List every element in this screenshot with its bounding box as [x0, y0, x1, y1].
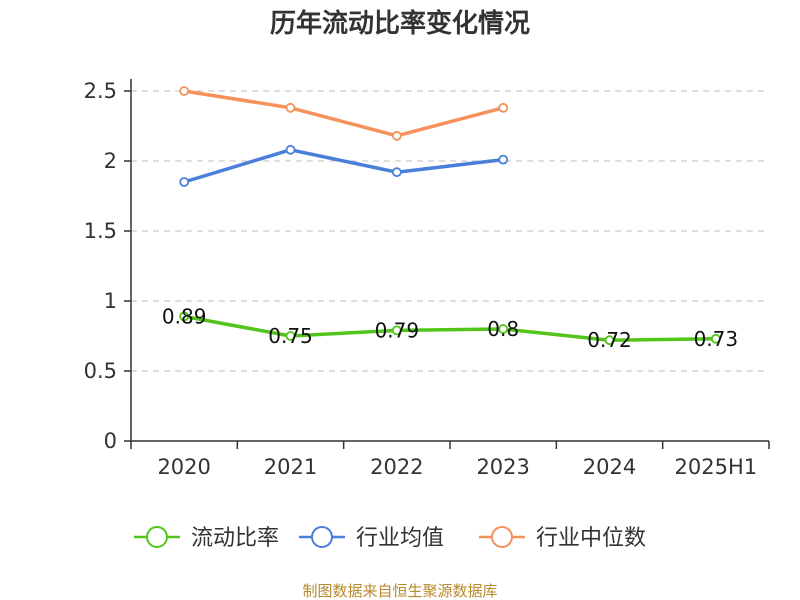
source-note: 制图数据来自恒生聚源数据库 [302, 582, 497, 600]
data-label: 0.73 [694, 327, 739, 351]
legend[interactable]: 流动比率 行业均值 行业中位数 [134, 526, 646, 551]
data-label: 0.8 [487, 317, 519, 341]
data-point [604, 335, 615, 346]
data-point [498, 154, 509, 165]
data-point [391, 130, 402, 141]
data-label: 0.72 [587, 328, 632, 352]
axes: 0 0.5 1 1.5 2 2.5 2020 2021 2022 2023 2024 2025H1 [84, 79, 770, 479]
x-tick-label: 2025H1 [675, 455, 758, 479]
y-tick-label: 1 [104, 289, 117, 313]
series-line [183, 89, 504, 138]
y-tick-label: 2 [104, 149, 117, 173]
y-tick-label: 2.5 [84, 79, 117, 103]
data-point [391, 167, 402, 178]
data-point [498, 324, 509, 334]
series-line [183, 314, 716, 342]
legend-item[interactable]: 行业均值 [299, 526, 444, 551]
y-tick-label: 1.5 [84, 219, 117, 243]
data-label: 0.75 [268, 324, 313, 348]
series-line [183, 148, 504, 184]
legend-marker [146, 526, 168, 548]
y-tick-label: 0 [104, 429, 117, 453]
data-point [179, 86, 190, 96]
legend-marker [311, 526, 333, 548]
legend-item[interactable]: 流动比率 [134, 526, 279, 551]
data-point [179, 311, 190, 322]
data-point [285, 144, 296, 155]
x-tick-label: 2020 [157, 455, 210, 479]
series-lines [179, 86, 721, 346]
data-point [391, 325, 402, 336]
data-point [498, 102, 509, 113]
data-point [285, 102, 296, 113]
x-tick-label: 2021 [264, 455, 317, 479]
chart-title: 历年流动比率变化情况 [270, 8, 530, 39]
data-point [179, 177, 190, 187]
data-label: 0.89 [162, 304, 207, 328]
data-point [285, 331, 296, 341]
data-label: 0.79 [375, 318, 420, 342]
data-point [710, 333, 721, 344]
legend-label: 行业中位数 [536, 526, 646, 551]
x-tick-label: 2022 [370, 455, 423, 479]
grid-lines [131, 90, 769, 372]
legend-marker [491, 526, 513, 548]
legend-item[interactable]: 行业中位数 [479, 526, 646, 551]
x-tick-label: 2023 [476, 455, 529, 479]
y-tick-label: 0.5 [84, 359, 117, 383]
legend-label: 流动比率 [191, 526, 279, 551]
data-labels: 0.89 0.75 0.79 0.8 0.72 0.73 [162, 304, 738, 352]
legend-label: 行业均值 [356, 526, 444, 551]
x-tick-label: 2024 [583, 455, 636, 479]
